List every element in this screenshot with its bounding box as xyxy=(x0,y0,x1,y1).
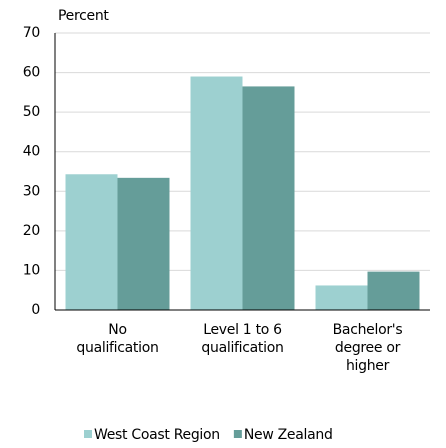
y-tick-label: 0 xyxy=(31,302,40,318)
y-tick-label: 70 xyxy=(23,25,40,41)
x-tick-label: Level 1 to 6 qualification xyxy=(201,322,283,356)
y-tick-label: 60 xyxy=(23,65,40,81)
y-tick-label: 50 xyxy=(23,104,40,120)
y-tick-label: 10 xyxy=(23,262,40,278)
bar xyxy=(242,86,295,311)
bar xyxy=(117,177,170,310)
y-tick-label: 20 xyxy=(23,223,40,239)
bar xyxy=(315,285,368,310)
bar xyxy=(367,271,420,310)
x-tick-label: Bachelor's degree or higher xyxy=(333,322,403,374)
legend-label: New Zealand xyxy=(244,427,333,443)
y-tick-label: 30 xyxy=(23,183,40,199)
legend-label: West Coast Region xyxy=(94,427,220,443)
x-tick-label: No qualification xyxy=(76,322,158,356)
y-axis-label: Percent xyxy=(58,8,109,24)
y-tick-label: 40 xyxy=(23,144,40,160)
legend-swatch xyxy=(84,430,92,438)
bar xyxy=(190,76,243,311)
bar xyxy=(65,174,118,310)
legend-swatch xyxy=(233,430,242,438)
